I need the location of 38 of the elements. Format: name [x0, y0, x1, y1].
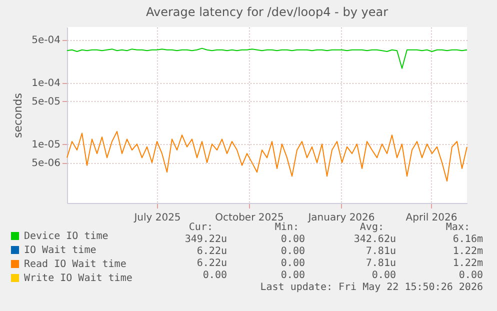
- chart-title: Average latency for /dev/loop4 - by year: [146, 5, 388, 19]
- legend-label: Read IO Wait time: [24, 259, 126, 270]
- text: 1.22m: [452, 246, 483, 258]
- x-tick-label: October 2025: [215, 212, 284, 224]
- text: 0.00: [280, 270, 305, 282]
- text: 0.00: [280, 258, 305, 270]
- text: Last update: Fri May 22 15:50:26 2026: [260, 282, 483, 294]
- text: 0.00: [458, 270, 483, 282]
- text: 0.00: [280, 234, 305, 246]
- text: 0.00: [202, 270, 227, 282]
- legend-label: IO Wait time: [24, 245, 96, 256]
- text: 7.81u: [366, 258, 396, 270]
- x-tick-label: January 2026: [307, 212, 375, 224]
- x-tick-label: July 2025: [133, 212, 181, 224]
- text: Max:: [446, 222, 470, 234]
- line-series: [66, 48, 468, 69]
- y-tick-label: 5e-04: [32, 35, 60, 46]
- y-tick-label: 5e-05: [32, 96, 60, 108]
- text: Cur:: [188, 222, 213, 234]
- text: 0.00: [280, 246, 305, 258]
- line-series: [66, 130, 468, 182]
- text: Avg:: [360, 222, 384, 234]
- y-tick-label: 1e-05: [32, 140, 60, 151]
- text: 6.22u: [196, 246, 227, 258]
- text: 349.22u: [184, 234, 227, 246]
- text: 7.81u: [366, 246, 396, 258]
- legend-label: Write IO Wait time: [24, 273, 132, 284]
- x-tick-label: April 2026: [406, 212, 458, 224]
- text: 6.16m: [452, 234, 483, 246]
- text: 1.22m: [452, 258, 483, 270]
- text: Min:: [274, 222, 299, 234]
- y-axis-title: seconds: [12, 92, 25, 138]
- text: 0.00: [372, 270, 396, 282]
- legend-label: Device IO time: [24, 231, 108, 242]
- y-tick-label: 5e-06: [32, 158, 60, 170]
- text: 342.62u: [354, 234, 396, 246]
- y-tick-label: 1e-04: [32, 78, 60, 90]
- text: 6.22u: [196, 258, 227, 270]
